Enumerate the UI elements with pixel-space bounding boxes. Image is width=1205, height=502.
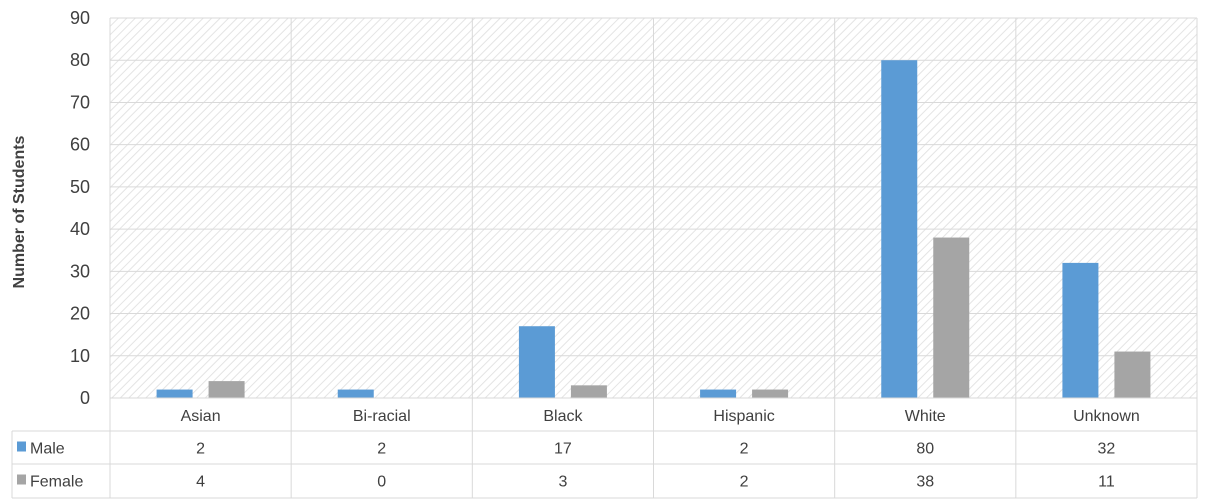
- y-axis-ticks: 0 10 20 30 40 50 60 70 80 90: [70, 8, 90, 408]
- y-axis-label: Number of Students: [11, 135, 28, 288]
- y-tick-label: 80: [70, 50, 90, 70]
- data-table: Asian Bi-racial Black Hispanic White Unknown M…: [11, 397, 1197, 499]
- table-cell-male: 2: [196, 441, 205, 458]
- bar-female-unknown: [1114, 351, 1151, 398]
- y-tick-label: 30: [70, 261, 90, 281]
- table-cell-female: 11: [1098, 474, 1115, 491]
- bar-female-asian: [208, 381, 245, 398]
- table-cell-female: 3: [558, 474, 567, 491]
- table-cell-male: 32: [1098, 441, 1116, 458]
- legend-key-female: [17, 474, 26, 485]
- x-tick-label: Black: [543, 408, 583, 425]
- y-tick-label: 20: [70, 304, 90, 324]
- x-tick-label: Asian: [181, 408, 221, 425]
- table-cell-female: 0: [377, 474, 386, 491]
- y-tick-label: 10: [70, 346, 90, 366]
- gridlines: [109, 17, 1198, 498]
- bar-male-black: [518, 326, 555, 398]
- table-cell-male: 2: [377, 441, 386, 458]
- table-cell-female: 2: [740, 474, 749, 491]
- x-tick-label: White: [905, 408, 946, 425]
- table-cell-female: 4: [196, 474, 205, 491]
- legend-key-male: [17, 441, 26, 452]
- y-tick-label: 40: [70, 219, 90, 239]
- legend-label-male: Male: [30, 441, 65, 458]
- table-cell-male: 80: [916, 441, 934, 458]
- legend-label-female: Female: [30, 474, 83, 491]
- bar-male-bi-racial: [337, 389, 374, 398]
- bar-female-black: [570, 385, 607, 398]
- y-tick-label: 0: [80, 388, 90, 408]
- x-tick-label: Bi-racial: [353, 408, 411, 425]
- y-tick-label: 90: [70, 8, 90, 28]
- bar-female-hispanic: [752, 389, 789, 398]
- bar-male-white: [881, 60, 918, 398]
- table-cell-female: 38: [916, 474, 934, 491]
- bar-male-asian: [156, 389, 193, 398]
- x-tick-label: Unknown: [1073, 408, 1140, 425]
- bar-female-white: [933, 237, 970, 398]
- table-cell-male: 17: [554, 441, 572, 458]
- y-tick-label: 70: [70, 92, 90, 112]
- x-tick-label: Hispanic: [713, 408, 774, 425]
- y-tick-label: 50: [70, 177, 90, 197]
- bars: [156, 60, 1151, 398]
- bar-male-unknown: [1062, 262, 1099, 398]
- table-cell-male: 2: [740, 441, 749, 458]
- y-tick-label: 60: [70, 135, 90, 155]
- bar-male-hispanic: [700, 389, 737, 398]
